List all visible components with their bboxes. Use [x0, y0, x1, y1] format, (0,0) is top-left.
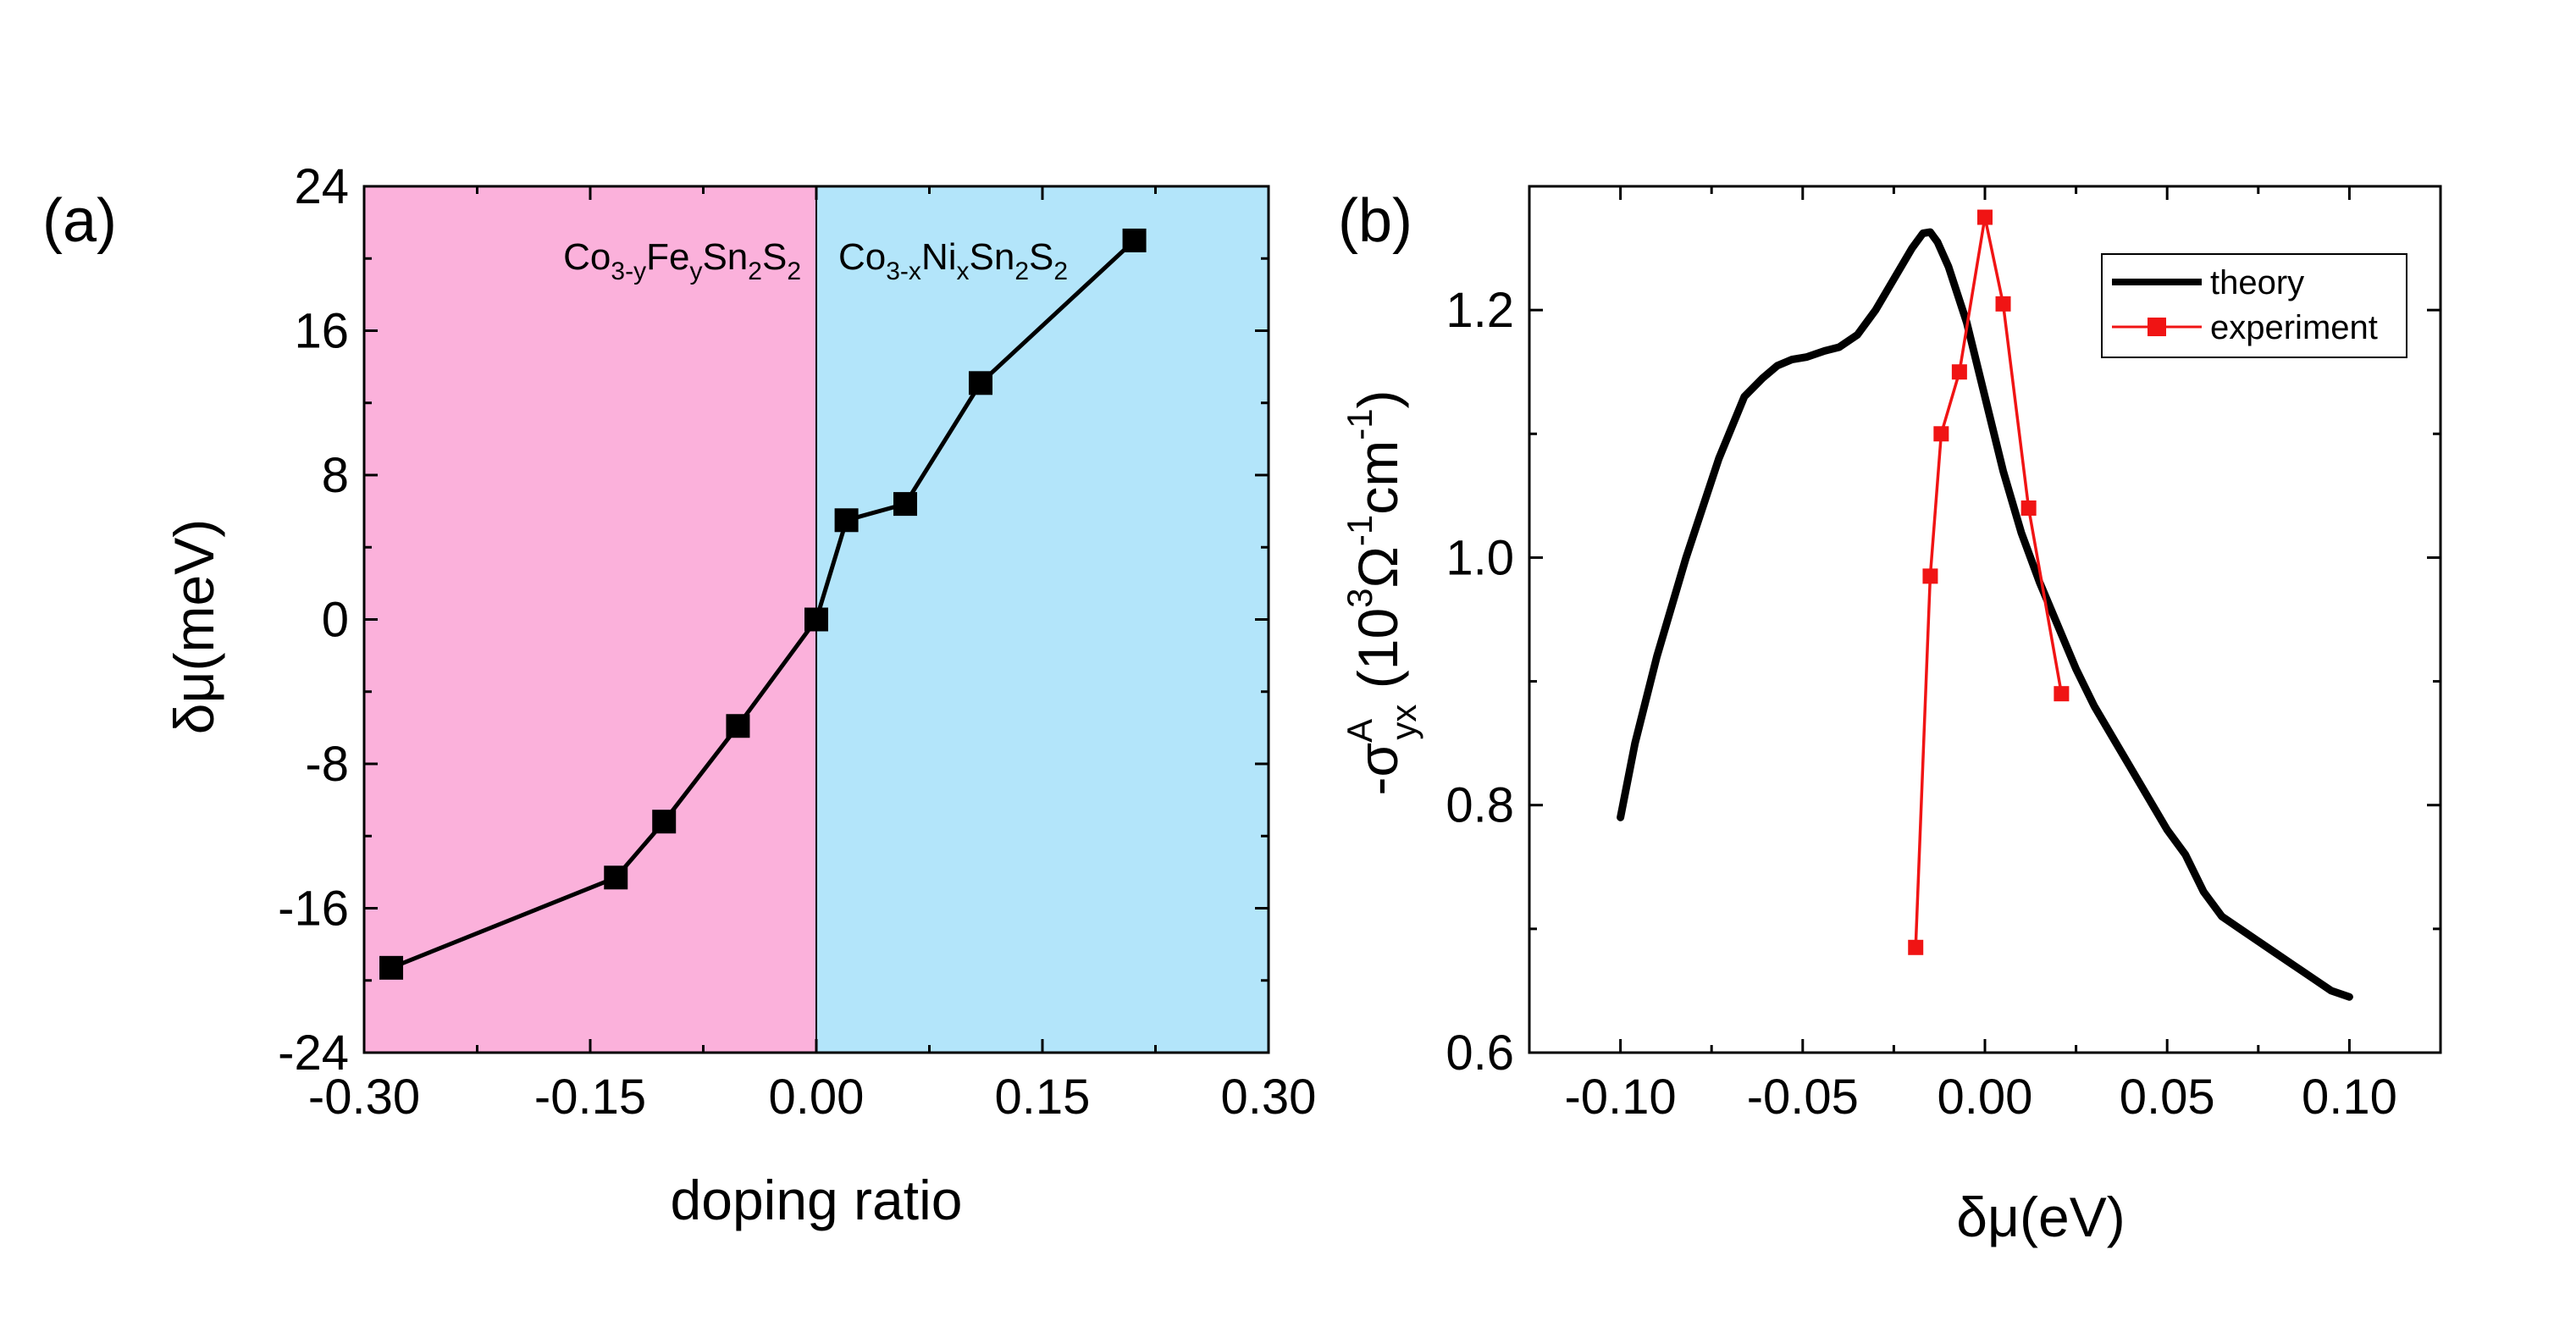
panel-a-series-0-marker — [804, 607, 828, 632]
panel-a-series-0-marker — [834, 508, 859, 533]
panel-a-y-tick-label: -16 — [278, 882, 349, 937]
panel-a-region-0 — [364, 186, 816, 1053]
panel-b-label: (b) — [1338, 187, 1412, 255]
panel-a-axes: -0.30 -0.15 0.00 0.15 0.30 24 16 8 0 -8 -16 -24 — [278, 159, 1316, 1125]
panel-a-x-axis-title: doping ratio — [671, 1169, 963, 1231]
panel-a-y-axis-title: δμ(meV) — [163, 519, 225, 734]
legend: theory experiment — [2101, 253, 2407, 358]
region-label-co-fe: Co3-yFeySn2S2 — [563, 236, 801, 285]
panel-a: -0.30 -0.15 0.00 0.15 0.30 24 16 8 0 -8 -16 -24 (a)… — [42, 159, 1316, 1231]
panel-b-series-experiment-marker — [1922, 568, 1938, 584]
panel-b-series-experiment-marker — [1995, 296, 2011, 312]
panel-b-series-experiment-line — [1914, 215, 2064, 949]
panel-b-axes: -0.10 -0.05 0.00 0.05 0.10 1.2 1.0 0.8 0.6 — [1446, 185, 2442, 1125]
panel-a-x-tick-label: 0.15 — [995, 1070, 1091, 1125]
panel-b-x-tick-label: -0.05 — [1747, 1070, 1859, 1125]
panel-b-series-experiment-marker — [1933, 426, 1949, 442]
panel-b-y-tick-label: 1.2 — [1446, 283, 1514, 338]
region-label-co-ni: Co3-xNixSn2S2 — [838, 236, 1068, 285]
panel-b-x-tick-label: 0.05 — [2120, 1070, 2215, 1125]
panel-a-y-tick-label: 16 — [294, 304, 349, 359]
panel-a-series-0-marker — [379, 955, 404, 980]
panel-a-y-tick-label: -24 — [278, 1026, 349, 1081]
panel-a-region-1 — [816, 186, 1269, 1053]
panel-b-y-tick-label: 0.6 — [1446, 1026, 1514, 1081]
panel-b-x-axis-title: δμ(eV) — [1956, 1186, 2125, 1248]
panel-b-series — [1617, 209, 2353, 1001]
panel-b-series-experiment-marker — [1951, 364, 1967, 380]
panel-a-x-tick-label: -0.15 — [534, 1070, 646, 1125]
legend-theory-label: theory — [2210, 264, 2304, 301]
panel-b-x-tick-label: 0.10 — [2302, 1070, 2397, 1125]
panel-b: -0.10 -0.05 0.00 0.05 0.10 1.2 1.0 0.8 0.6 (b) δ… — [1338, 185, 2442, 1248]
panel-b-series-experiment-marker — [2020, 500, 2037, 516]
panel-a-series-0-marker — [726, 714, 750, 738]
panel-b-x-tick-label: -0.10 — [1564, 1070, 1676, 1125]
panel-a-series-0-marker — [969, 371, 993, 395]
panel-b-series-experiment-marker — [2054, 686, 2070, 702]
panel-a-series-0-marker — [893, 492, 918, 517]
panel-a-series-0-marker — [652, 810, 677, 834]
panel-a-series — [379, 228, 1147, 980]
panel-b-series-experiment-marker — [1908, 939, 1924, 955]
legend-experiment-marker — [2148, 318, 2166, 336]
panel-b-series-experiment-marker — [1977, 209, 1993, 225]
panel-a-regions — [364, 186, 1269, 1053]
legend-box — [2101, 253, 2407, 358]
panel-a-y-tick-label: -8 — [305, 737, 349, 792]
panel-b-x-tick-label: 0.00 — [1938, 1070, 2033, 1125]
panel-b-y-axis-title: -σA yx (103Ω-1cm-1) — [1340, 390, 1423, 795]
panel-a-x-tick-label: -0.30 — [308, 1070, 420, 1125]
panel-a-label: (a) — [42, 187, 117, 255]
legend-experiment-label: experiment — [2210, 309, 2378, 346]
panel-b-series-theory-line — [1617, 228, 2353, 1001]
panel-a-x-tick-label: 0.00 — [769, 1070, 865, 1125]
panel-a-series-0-marker — [1122, 228, 1147, 252]
panel-a-y-tick-label: 8 — [322, 448, 349, 503]
panel-b-y-tick-label: 1.0 — [1446, 530, 1514, 585]
panel-a-series-0-marker — [604, 865, 628, 890]
panel-a-y-tick-label: 24 — [294, 159, 349, 214]
panel-a-y-tick-label: 0 — [322, 593, 349, 648]
panel-a-x-tick-label: 0.30 — [1221, 1070, 1317, 1125]
panel-b-y-tick-label: 0.8 — [1446, 778, 1514, 833]
